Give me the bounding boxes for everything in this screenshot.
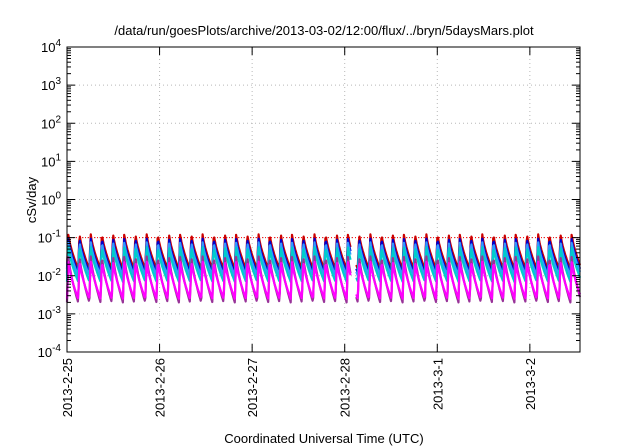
y-tick-label: 10-3 — [38, 305, 62, 322]
y-tick-label: 10-4 — [38, 343, 62, 360]
y-axis-label: cSv/day — [24, 176, 39, 223]
y-tick-labels: 10-4 10-3 10-2 10-1 100 101 102 103 104 — [38, 38, 62, 360]
y-tick-label: 10-2 — [38, 267, 62, 284]
y-tick-label: 102 — [41, 114, 61, 131]
x-tick-label: 2013-2-28 — [338, 358, 353, 417]
y-tick-label: 103 — [41, 76, 61, 93]
x-tick-label: 2013-2-26 — [153, 358, 168, 417]
plot-border — [66, 46, 581, 353]
y-tick-label: 10-1 — [38, 229, 62, 246]
y-tick-label: 104 — [41, 38, 61, 55]
series-line-4 — [65, 246, 582, 283]
x-axis-label: Coordinated Universal Time (UTC) — [224, 431, 423, 446]
y-tick-label: 101 — [41, 152, 61, 169]
x-tick-label: 2013-3-2 — [523, 358, 538, 410]
grid — [67, 47, 580, 352]
x-tick-label: 2013-2-27 — [245, 358, 260, 417]
series-group — [65, 233, 582, 304]
series-line-6 — [65, 260, 582, 300]
y-tick-label: 100 — [41, 191, 61, 208]
chart-title: /data/run/goesPlots/archive/2013-03-02/1… — [114, 23, 534, 38]
x-tick-label: 2013-2-25 — [60, 358, 75, 417]
x-tick-label: 2013-3-1 — [430, 358, 445, 410]
x-tick-labels: 2013-2-25 2013-2-26 2013-2-27 2013-2-28 2013… — [60, 358, 538, 417]
plot-frame — [66, 46, 581, 353]
